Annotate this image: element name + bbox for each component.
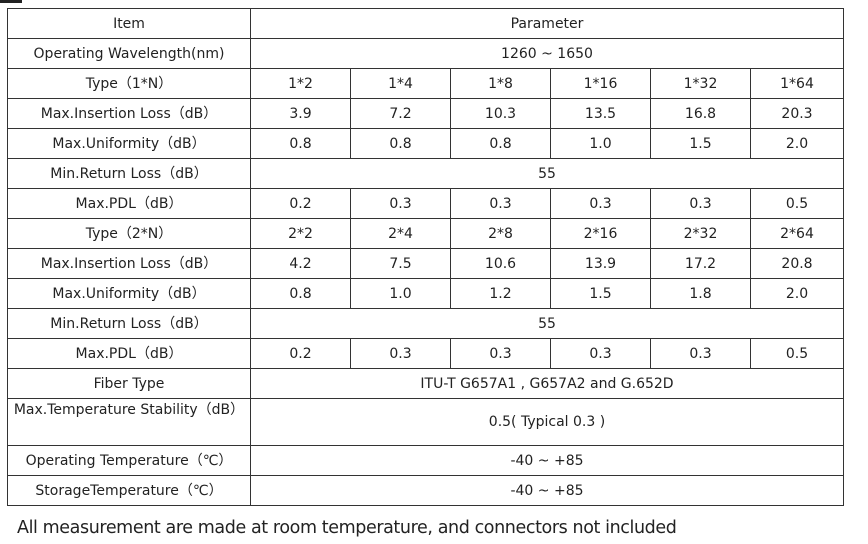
row-label: Max.PDL（dB） [7,338,251,369]
cell-value: 0.8 [250,128,351,159]
row-label: Operating Temperature（℃） [7,445,251,476]
cell-value: 0.3 [450,338,551,369]
header-parameter: Parameter [250,8,844,39]
spec-table: Item Parameter Operating Wavelength(nm) … [7,8,844,506]
cell-value: 4.2 [250,248,351,279]
row-label: Min.Return Loss（dB） [7,308,251,339]
cell-value: 0.8 [450,128,551,159]
cell-value: 10.6 [450,248,551,279]
cell-value: 7.5 [350,248,451,279]
table-row-fiber-type: Fiber Type ITU-T G657A1 , G657A2 and G.6… [7,368,844,399]
cell-value: 0.8 [250,278,351,309]
cell-value: 16.8 [650,98,751,129]
table-row-temperature-stability: Max.Temperature Stability（dB） 0.5( Typic… [7,398,844,446]
row-value: -40 ~ +85 [250,475,844,506]
table-row-pdl-1n: Max.PDL（dB） 0.2 0.3 0.3 0.3 0.3 0.5 [7,188,844,219]
row-label: Operating Wavelength(nm) [7,38,251,69]
row-label: Max.Uniformity（dB） [7,278,251,309]
cell-value: 0.2 [250,338,351,369]
cell-value: 1.5 [650,128,751,159]
table-row-type-2n: Type（2*N） 2*2 2*4 2*8 2*16 2*32 2*64 [7,218,844,249]
table-row-insertion-loss-1n: Max.Insertion Loss（dB） 3.9 7.2 10.3 13.5… [7,98,844,129]
row-value: -40 ~ +85 [250,445,844,476]
cell-value: 0.3 [350,188,451,219]
cell-value: 3.9 [250,98,351,129]
cell-value: 20.3 [750,98,844,129]
cell-value: 0.3 [650,338,751,369]
table-row-uniformity-2n: Max.Uniformity（dB） 0.8 1.0 1.2 1.5 1.8 2… [7,278,844,309]
table-row-type-1n: Type（1*N） 1*2 1*4 1*8 1*16 1*32 1*64 [7,68,844,99]
row-label: Min.Return Loss（dB） [7,158,251,189]
table-row-pdl-2n: Max.PDL（dB） 0.2 0.3 0.3 0.3 0.3 0.5 [7,338,844,369]
cell-value: 2.0 [750,278,844,309]
cell-value: 2*2 [250,218,351,249]
cell-value: 2*32 [650,218,751,249]
table-row-insertion-loss-2n: Max.Insertion Loss（dB） 4.2 7.5 10.6 13.9… [7,248,844,279]
row-label: Type（2*N） [7,218,251,249]
cell-value: 1.0 [350,278,451,309]
row-value: 55 [250,158,844,189]
header-item: Item [7,8,251,39]
table-row-header: Item Parameter [7,8,844,39]
cell-value: 1*64 [750,68,844,99]
row-label: Max.Temperature Stability（dB） [7,398,251,446]
cell-value: 7.2 [350,98,451,129]
table-row-storage-temperature: StorageTemperature（℃） -40 ~ +85 [7,475,844,506]
row-label: Max.Insertion Loss（dB） [7,248,251,279]
table-row-uniformity-1n: Max.Uniformity（dB） 0.8 0.8 0.8 1.0 1.5 2… [7,128,844,159]
table-row-return-loss-2n: Min.Return Loss（dB） 55 [7,308,844,339]
cell-value: 1*32 [650,68,751,99]
cell-value: 1.0 [550,128,651,159]
cell-value: 0.3 [550,338,651,369]
cell-value: 2*16 [550,218,651,249]
cell-value: 20.8 [750,248,844,279]
cell-value: 1*16 [550,68,651,99]
table-row-wavelength: Operating Wavelength(nm) 1260 ~ 1650 [7,38,844,69]
row-value: 1260 ~ 1650 [250,38,844,69]
cell-value: 2*4 [350,218,451,249]
cell-value: 1*2 [250,68,351,99]
cell-value: 10.3 [450,98,551,129]
cell-value: 17.2 [650,248,751,279]
top-edge-mark [0,0,22,3]
footnote: All measurement are made at room tempera… [17,518,677,538]
cell-value: 13.5 [550,98,651,129]
row-label: Fiber Type [7,368,251,399]
cell-value: 0.2 [250,188,351,219]
cell-value: 2*64 [750,218,844,249]
row-label: Max.PDL（dB） [7,188,251,219]
row-value: ITU-T G657A1 , G657A2 and G.652D [250,368,844,399]
cell-value: 0.3 [350,338,451,369]
cell-value: 0.3 [550,188,651,219]
row-label: Max.Uniformity（dB） [7,128,251,159]
cell-value: 0.5 [750,188,844,219]
cell-value: 2.0 [750,128,844,159]
cell-value: 1*4 [350,68,451,99]
cell-value: 13.9 [550,248,651,279]
cell-value: 0.8 [350,128,451,159]
cell-value: 1.5 [550,278,651,309]
cell-value: 0.5 [750,338,844,369]
table-row-operating-temperature: Operating Temperature（℃） -40 ~ +85 [7,445,844,476]
cell-value: 0.3 [450,188,551,219]
cell-value: 1*8 [450,68,551,99]
cell-value: 2*8 [450,218,551,249]
row-value: 55 [250,308,844,339]
row-value: 0.5( Typical 0.3 ) [250,398,844,446]
cell-value: 0.3 [650,188,751,219]
row-label: StorageTemperature（℃） [7,475,251,506]
cell-value: 1.8 [650,278,751,309]
row-label: Type（1*N） [7,68,251,99]
row-label: Max.Insertion Loss（dB） [7,98,251,129]
table-row-return-loss-1n: Min.Return Loss（dB） 55 [7,158,844,189]
cell-value: 1.2 [450,278,551,309]
